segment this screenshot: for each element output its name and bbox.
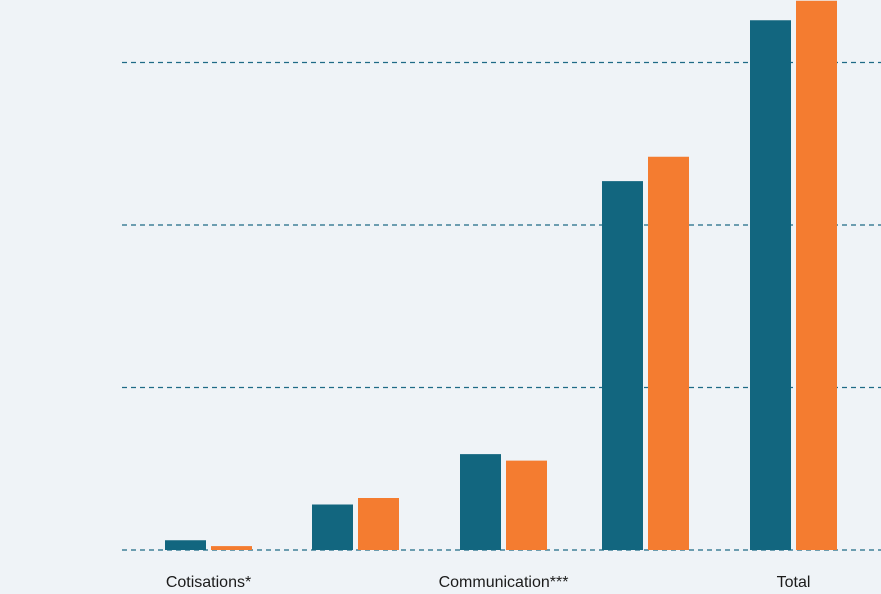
bar-series-2-group-3 bbox=[506, 460, 547, 550]
bar-series-1-group-4 bbox=[602, 181, 643, 550]
bar-series-2-group-2 bbox=[358, 498, 399, 550]
x-tick-label-5: Total bbox=[777, 574, 811, 591]
bar-series-1-group-5 bbox=[750, 20, 791, 550]
x-axis-labels: Cotisations* Communication*** Total bbox=[166, 574, 811, 591]
bar-series-1-group-2 bbox=[312, 504, 353, 550]
bar-series-2-group-4 bbox=[648, 156, 689, 550]
x-tick-label-3: Communication*** bbox=[439, 574, 569, 591]
x-tick-label-1: Cotisations* bbox=[166, 574, 251, 591]
bar-series-2-group-5 bbox=[796, 0, 837, 550]
bars bbox=[165, 0, 837, 550]
bar-series-1-group-3 bbox=[460, 454, 501, 550]
bar-series-2-group-1 bbox=[211, 546, 252, 550]
bar-series-1-group-1 bbox=[165, 540, 206, 550]
